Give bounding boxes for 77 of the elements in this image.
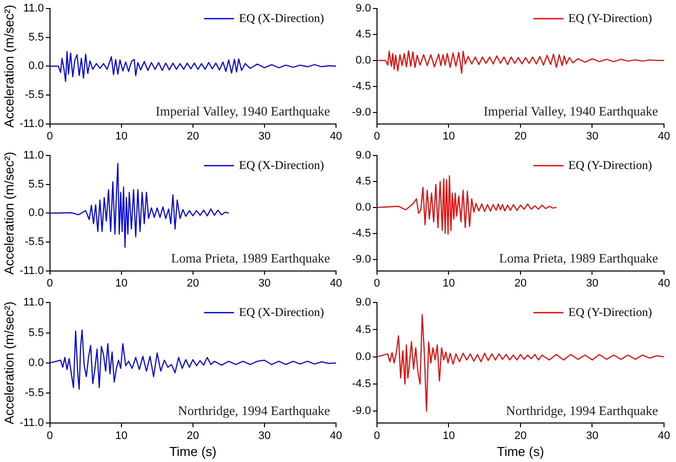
y-tick-label: 0.0: [28, 356, 44, 369]
annotation: Northridge, 1994 Earthquake: [178, 403, 330, 418]
y-tick-label: -4.5: [352, 80, 371, 92]
y-tick-label: -4.5: [352, 227, 371, 240]
y-tick-label: 0.0: [356, 54, 371, 66]
x-tick-label: 30: [258, 430, 271, 442]
y-axis-title: Acceleration (m/sec²): [1, 152, 16, 275]
x-tick-label: 30: [586, 430, 598, 442]
x-tick-label: 40: [330, 277, 342, 290]
x-tick-label: 10: [442, 430, 455, 442]
x-tick-label: 20: [186, 430, 200, 442]
y-tick-label: -9.0: [352, 106, 371, 118]
annotation: Loma Prieta, 1989 Earthquake: [171, 250, 330, 266]
y-tick-label: 11.0: [23, 2, 44, 15]
x-tick-label: 10: [115, 430, 128, 442]
y-tick-label: -5.5: [24, 89, 44, 102]
legend-label: EQ (X-Direction): [239, 304, 324, 319]
y-tick-label: 11.0: [23, 150, 44, 162]
x-tick-label: 40: [330, 130, 342, 142]
x-tick-label: 40: [330, 430, 342, 442]
y-tick-label: 11.0: [23, 296, 44, 309]
y-tick-label: 4.5: [356, 28, 371, 41]
x-tick-label: 40: [658, 130, 670, 142]
y-tick-label: 9.0: [356, 150, 371, 162]
x-tick-label: 0: [374, 430, 380, 442]
y-tick-label: -9.0: [352, 405, 371, 418]
y-tick-label: -9.0: [352, 253, 371, 266]
y-tick-label: -11.0: [20, 118, 44, 130]
legend-label: EQ (X-Direction): [239, 158, 324, 172]
y-tick-label: 0.0: [28, 60, 44, 72]
y-tick-label: 0.0: [28, 207, 44, 220]
y-axis-title: Acceleration (m/sec²): [1, 301, 16, 424]
y-tick-label: 5.5: [28, 178, 44, 190]
y-tick-label: 4.5: [356, 176, 371, 188]
x-tick-label: 30: [258, 130, 271, 142]
legend-label: EQ (X-Direction): [239, 10, 324, 25]
y-tick-label: -4.5: [352, 378, 371, 390]
x-tick-label: 30: [258, 277, 271, 290]
x-tick-label: 0: [46, 130, 53, 142]
x-tick-label: 40: [658, 277, 670, 290]
x-tick-label: 0: [46, 430, 53, 442]
y-tick-label: 0.0: [356, 201, 371, 214]
y-tick-label: -5.5: [24, 236, 44, 248]
x-tick-label: 20: [186, 130, 200, 142]
x-tick-label: 10: [442, 277, 455, 290]
legend-label: EQ (Y-Direction): [568, 10, 652, 25]
y-tick-label: -5.5: [24, 387, 44, 400]
x-tick-label: 10: [115, 277, 128, 290]
x-tick-label: 20: [514, 277, 527, 290]
x-tick-label: 40: [658, 430, 670, 442]
x-tick-label: 20: [186, 277, 200, 290]
y-tick-label: -11.0: [20, 264, 44, 277]
y-axis-title: Acceleration (m/sec²): [1, 4, 16, 128]
x-tick-label: 20: [514, 430, 527, 442]
x-tick-label: 30: [586, 277, 598, 290]
y-tick-label: 9.0: [356, 296, 371, 309]
x-tick-label: 10: [115, 130, 128, 142]
x-tick-label: 0: [46, 277, 53, 290]
y-tick-label: -11.0: [20, 417, 44, 430]
y-tick-label: 5.5: [28, 31, 44, 44]
y-tick-label: 9.0: [356, 2, 371, 15]
x-tick-label: 30: [586, 130, 598, 142]
annotation: Loma Prieta, 1989 Earthquake: [499, 250, 658, 266]
y-tick-label: 4.5: [356, 324, 371, 336]
legend-label: EQ (Y-Direction): [568, 304, 652, 319]
x-tick-label: 0: [374, 277, 380, 290]
x-tick-label: 10: [442, 130, 455, 142]
y-tick-label: 5.5: [28, 326, 44, 339]
legend-label: EQ (Y-Direction): [568, 158, 652, 172]
x-tick-label: 0: [374, 130, 380, 142]
y-tick-label: 0.0: [356, 350, 371, 363]
x-axis-title: Time (s): [496, 444, 544, 459]
annotation: Northridge, 1994 Earthquake: [506, 403, 658, 418]
annotation: Imperial Valley, 1940 Earthquake: [484, 104, 658, 119]
x-axis-title: Time (s): [169, 444, 217, 459]
annotation: Imperial Valley, 1940 Earthquake: [156, 104, 330, 119]
x-tick-label: 20: [514, 130, 527, 142]
